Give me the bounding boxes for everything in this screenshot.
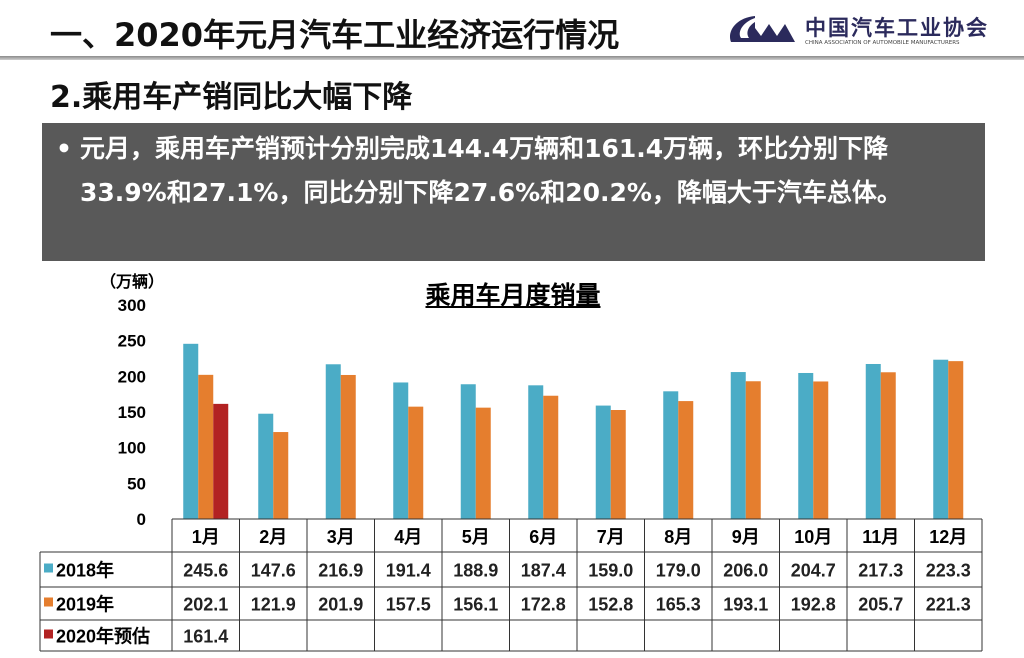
data-label: 206.0 bbox=[723, 561, 768, 581]
bar bbox=[408, 406, 424, 519]
data-label: 221.3 bbox=[926, 595, 971, 615]
y-tick-label: 0 bbox=[137, 510, 146, 529]
summary-text: 元月，乘用车产销预计分别完成144.4万辆和161.4万辆，环比分别下降33.9… bbox=[80, 134, 902, 207]
data-label: 216.9 bbox=[318, 561, 363, 581]
legend-label: 2018年 bbox=[56, 560, 114, 581]
data-label: 223.3 bbox=[926, 561, 971, 581]
x-tick-label: 4月 bbox=[394, 527, 422, 547]
data-label: 217.3 bbox=[858, 561, 903, 581]
bar bbox=[273, 432, 289, 519]
y-tick-label: 200 bbox=[118, 367, 146, 386]
y-tick-label: 50 bbox=[127, 474, 146, 493]
bar bbox=[798, 372, 814, 519]
bar bbox=[595, 405, 611, 519]
bar bbox=[460, 384, 476, 519]
x-tick-label: 10月 bbox=[794, 527, 832, 547]
data-label: 193.1 bbox=[723, 595, 768, 615]
data-label: 147.6 bbox=[251, 561, 296, 581]
y-tick-label: 250 bbox=[118, 332, 146, 351]
legend-label: 2020年预估 bbox=[56, 626, 150, 647]
bar bbox=[213, 403, 229, 519]
legend-label: 2019年 bbox=[56, 594, 114, 615]
bullet: • bbox=[56, 134, 72, 163]
data-label: 179.0 bbox=[656, 561, 701, 581]
bar bbox=[528, 385, 544, 519]
bar bbox=[933, 359, 949, 519]
x-tick-label: 12月 bbox=[929, 527, 967, 547]
x-tick-label: 8月 bbox=[664, 527, 692, 547]
bar bbox=[865, 363, 881, 519]
data-label: 152.8 bbox=[588, 595, 633, 615]
bar bbox=[325, 364, 341, 519]
logo-text-cn: 中国汽车工业协会 bbox=[805, 16, 989, 40]
y-tick-label: 150 bbox=[118, 403, 146, 422]
y-tick-label: 300 bbox=[118, 296, 146, 315]
chart-title: 乘用车月度销量 bbox=[425, 281, 601, 310]
data-label: 172.8 bbox=[521, 595, 566, 615]
x-tick-label: 11月 bbox=[862, 527, 899, 547]
data-label: 191.4 bbox=[386, 561, 431, 581]
bar bbox=[543, 395, 559, 519]
logo-text-en: CHINA ASSOCIATION OF AUTOMOBILE MANUFACT… bbox=[805, 40, 960, 46]
data-label: 187.4 bbox=[521, 561, 566, 581]
bar bbox=[183, 343, 199, 519]
caam-logo-mark bbox=[730, 16, 795, 42]
data-label: 192.8 bbox=[791, 595, 836, 615]
x-tick-label: 1月 bbox=[192, 527, 220, 547]
x-tick-label: 7月 bbox=[597, 527, 625, 547]
bar bbox=[730, 372, 746, 519]
bar bbox=[610, 410, 626, 519]
bar bbox=[340, 374, 356, 519]
bar bbox=[678, 401, 694, 519]
data-label: 188.9 bbox=[453, 561, 498, 581]
bar bbox=[813, 381, 829, 519]
slide-title: 一、2020年元月汽车工业经济运行情况 bbox=[50, 16, 620, 54]
x-tick-label: 3月 bbox=[327, 527, 355, 547]
data-label: 159.0 bbox=[588, 561, 633, 581]
caam-logo: 中国汽车工业协会 CHINA ASSOCIATION OF AUTOMOBILE… bbox=[725, 10, 1015, 50]
bar bbox=[745, 381, 761, 519]
data-label: 156.1 bbox=[453, 595, 498, 615]
legend-swatch bbox=[44, 629, 53, 639]
data-label: 165.3 bbox=[656, 595, 701, 615]
data-label: 201.9 bbox=[318, 595, 363, 615]
bar bbox=[258, 413, 274, 519]
header-divider bbox=[0, 56, 1024, 60]
legend-swatch bbox=[44, 597, 53, 607]
data-label: 121.9 bbox=[251, 595, 296, 615]
x-tick-label: 9月 bbox=[732, 527, 760, 547]
bar bbox=[198, 374, 214, 519]
bar bbox=[948, 361, 964, 519]
bar bbox=[880, 372, 896, 519]
y-axis-unit: （万辆） bbox=[100, 272, 165, 291]
bar bbox=[393, 382, 409, 519]
x-tick-label: 2月 bbox=[259, 527, 287, 547]
bar bbox=[475, 407, 491, 519]
data-label: 157.5 bbox=[386, 595, 431, 615]
bar bbox=[663, 391, 679, 519]
data-label: 205.7 bbox=[858, 595, 903, 615]
y-tick-label: 100 bbox=[118, 439, 146, 458]
legend-swatch bbox=[44, 563, 53, 573]
data-label: 204.7 bbox=[791, 561, 836, 581]
x-tick-label: 6月 bbox=[529, 527, 557, 547]
x-tick-label: 5月 bbox=[462, 527, 490, 547]
data-label: 245.6 bbox=[183, 561, 228, 581]
data-label: 202.1 bbox=[183, 595, 228, 615]
slide-subtitle: 2.乘用车产销同比大幅下降 bbox=[50, 80, 413, 115]
data-label: 161.4 bbox=[183, 627, 228, 647]
summary-box: • 元月，乘用车产销预计分别完成144.4万辆和161.4万辆，环比分别下降33… bbox=[42, 123, 985, 261]
